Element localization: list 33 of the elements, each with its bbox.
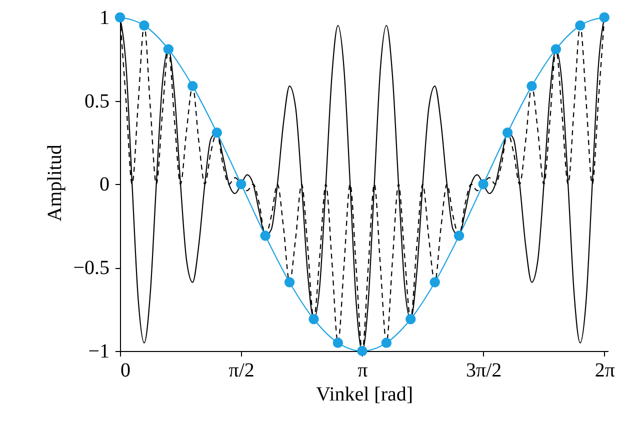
point: [114, 12, 126, 22]
y-tick-label: −1: [88, 340, 110, 362]
point: [332, 338, 344, 348]
point: [454, 230, 464, 241]
point: [430, 277, 440, 288]
y-tick-label: 0.5: [84, 90, 110, 112]
point: [163, 44, 174, 54]
y-axis-title: Amplitud: [44, 144, 66, 222]
point: [188, 80, 198, 92]
x-tick-label: 3π/2: [466, 360, 502, 382]
point: [284, 277, 295, 288]
point: [575, 20, 586, 31]
x-tick-label: π: [358, 360, 368, 382]
point: [406, 314, 416, 324]
point: [308, 314, 319, 324]
point: [236, 179, 246, 190]
point: [357, 346, 368, 356]
point: [260, 230, 270, 241]
x-axis-title: Vinkel [rad]: [316, 384, 414, 406]
point: [139, 20, 150, 31]
point: [502, 128, 513, 138]
point: [478, 179, 488, 190]
point: [212, 128, 222, 138]
point: [550, 44, 562, 54]
point: [381, 338, 392, 348]
x-tick-label: 0: [120, 360, 130, 382]
x-tick-label: π/2: [228, 360, 254, 382]
y-tick-label: 1: [100, 6, 110, 29]
y-tick-label: 0: [100, 174, 110, 196]
x-tick-label: 2π: [594, 360, 615, 382]
y-tick-label: −0.5: [73, 257, 110, 280]
point: [599, 12, 610, 22]
point: [526, 80, 537, 92]
